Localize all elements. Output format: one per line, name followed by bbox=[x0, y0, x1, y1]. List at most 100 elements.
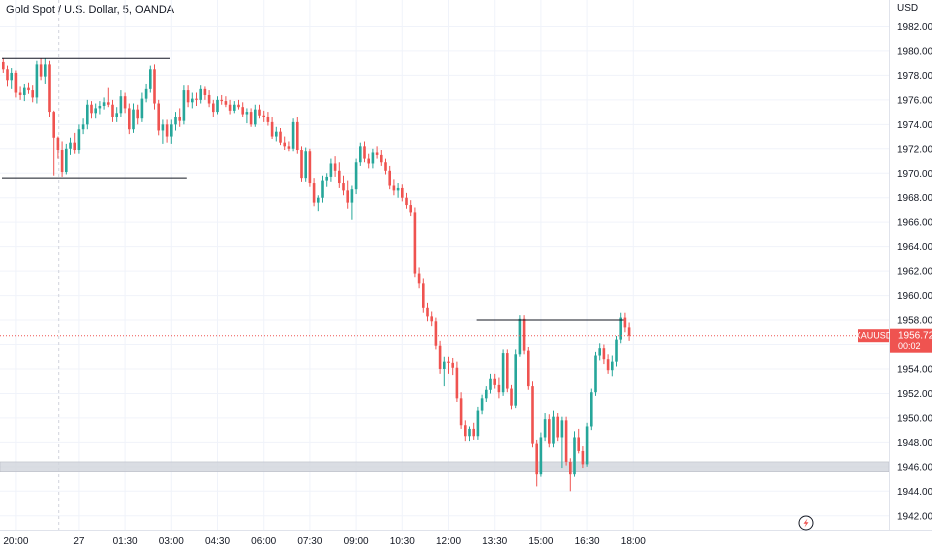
price-tag-value: 1956.720 bbox=[898, 331, 932, 342]
candle bbox=[186, 85, 190, 108]
candle bbox=[73, 132, 76, 154]
candle bbox=[77, 124, 81, 154]
candle bbox=[627, 322, 631, 341]
lightning-icon[interactable] bbox=[798, 515, 814, 531]
price-tick-label: 1974.000 bbox=[897, 120, 932, 131]
chart-title: Gold Spot / U.S. Dollar, 5, OANDA bbox=[6, 4, 175, 16]
candle bbox=[619, 312, 622, 344]
candle bbox=[48, 60, 51, 117]
symbol-tag bbox=[858, 329, 889, 343]
candle bbox=[132, 103, 135, 133]
candle bbox=[510, 384, 513, 410]
candle bbox=[191, 92, 194, 109]
candle bbox=[140, 92, 144, 122]
candle bbox=[459, 392, 463, 429]
candle bbox=[476, 406, 480, 440]
price-tick-label: 1982.000 bbox=[897, 22, 932, 33]
grid bbox=[0, 0, 889, 530]
candle bbox=[388, 165, 391, 190]
time-tick-label: 09:00 bbox=[344, 536, 369, 547]
candle bbox=[174, 112, 177, 131]
price-tick-label: 1948.000 bbox=[897, 438, 932, 449]
time-tick-label: 03:00 bbox=[159, 536, 184, 547]
candle bbox=[203, 86, 207, 100]
candle bbox=[501, 349, 505, 396]
candle bbox=[409, 200, 412, 217]
candle bbox=[543, 413, 547, 442]
candle bbox=[107, 87, 110, 108]
candle bbox=[102, 97, 106, 110]
candle bbox=[35, 60, 39, 104]
price-tick-label: 1970.000 bbox=[897, 169, 932, 180]
candle bbox=[81, 118, 85, 135]
candle bbox=[321, 175, 324, 203]
candle bbox=[560, 416, 564, 469]
price-tick-label: 1966.000 bbox=[897, 218, 932, 229]
support-zone[interactable] bbox=[0, 461, 890, 472]
candle bbox=[153, 64, 156, 110]
candle bbox=[44, 58, 47, 84]
time-tick-label: 15:00 bbox=[528, 536, 553, 547]
candle bbox=[556, 413, 559, 442]
candle bbox=[392, 179, 396, 196]
candle bbox=[585, 422, 589, 467]
candle bbox=[27, 82, 30, 94]
candle bbox=[233, 101, 236, 114]
candle bbox=[312, 178, 316, 207]
price-tick-label: 1962.000 bbox=[897, 267, 932, 278]
price-tag bbox=[890, 328, 932, 353]
candle bbox=[325, 173, 328, 187]
candle bbox=[434, 317, 438, 350]
time-tick-label: 10:30 bbox=[390, 536, 415, 547]
candle bbox=[590, 388, 593, 431]
candle bbox=[119, 90, 123, 117]
candle bbox=[606, 354, 610, 374]
candle bbox=[170, 119, 173, 144]
candle bbox=[199, 85, 202, 104]
candle bbox=[245, 108, 249, 124]
price-tick-label: 1964.000 bbox=[897, 242, 932, 253]
time-tick-label: 18:00 bbox=[621, 536, 646, 547]
candle bbox=[258, 104, 261, 119]
candle bbox=[279, 127, 282, 146]
currency-label: USD bbox=[897, 3, 918, 14]
candle bbox=[577, 428, 580, 454]
candle bbox=[401, 184, 404, 202]
time-axis[interactable]: 20:00 27 01:30 03:00 04:30 06:00 07:30 09:00 10:… bbox=[3, 536, 646, 547]
candle bbox=[161, 119, 165, 144]
candle bbox=[296, 116, 299, 154]
candle bbox=[539, 432, 543, 477]
candle bbox=[354, 158, 358, 195]
price-tick-label: 1950.000 bbox=[897, 413, 932, 424]
candle bbox=[283, 136, 286, 151]
candle bbox=[178, 108, 181, 127]
candle bbox=[262, 110, 265, 122]
candle bbox=[136, 104, 139, 125]
candle bbox=[18, 86, 22, 100]
candle bbox=[39, 58, 43, 81]
candle bbox=[522, 315, 526, 355]
price-axis[interactable]: 1942.000 1944.000 1946.000 1948.000 1950.000… bbox=[897, 22, 932, 522]
time-tick-label: 13:30 bbox=[482, 536, 507, 547]
candle bbox=[548, 414, 551, 448]
level-lines[interactable] bbox=[2, 57, 624, 321]
candle bbox=[623, 312, 627, 333]
candle bbox=[2, 58, 5, 73]
candle bbox=[291, 118, 295, 152]
candle bbox=[552, 410, 555, 448]
candle bbox=[451, 357, 454, 376]
candle bbox=[304, 147, 307, 182]
candle bbox=[569, 458, 572, 492]
candle bbox=[359, 142, 362, 166]
candle bbox=[270, 116, 274, 140]
price-tick-label: 1960.000 bbox=[897, 291, 932, 302]
candle bbox=[308, 148, 312, 187]
price-tick-label: 1952.000 bbox=[897, 389, 932, 400]
candle bbox=[317, 195, 320, 212]
price-tick-label: 1978.000 bbox=[897, 71, 932, 82]
time-tick-label: 16:30 bbox=[575, 536, 600, 547]
support-zone-rect[interactable] bbox=[0, 461, 890, 472]
candle bbox=[564, 416, 568, 466]
candle bbox=[480, 394, 484, 415]
